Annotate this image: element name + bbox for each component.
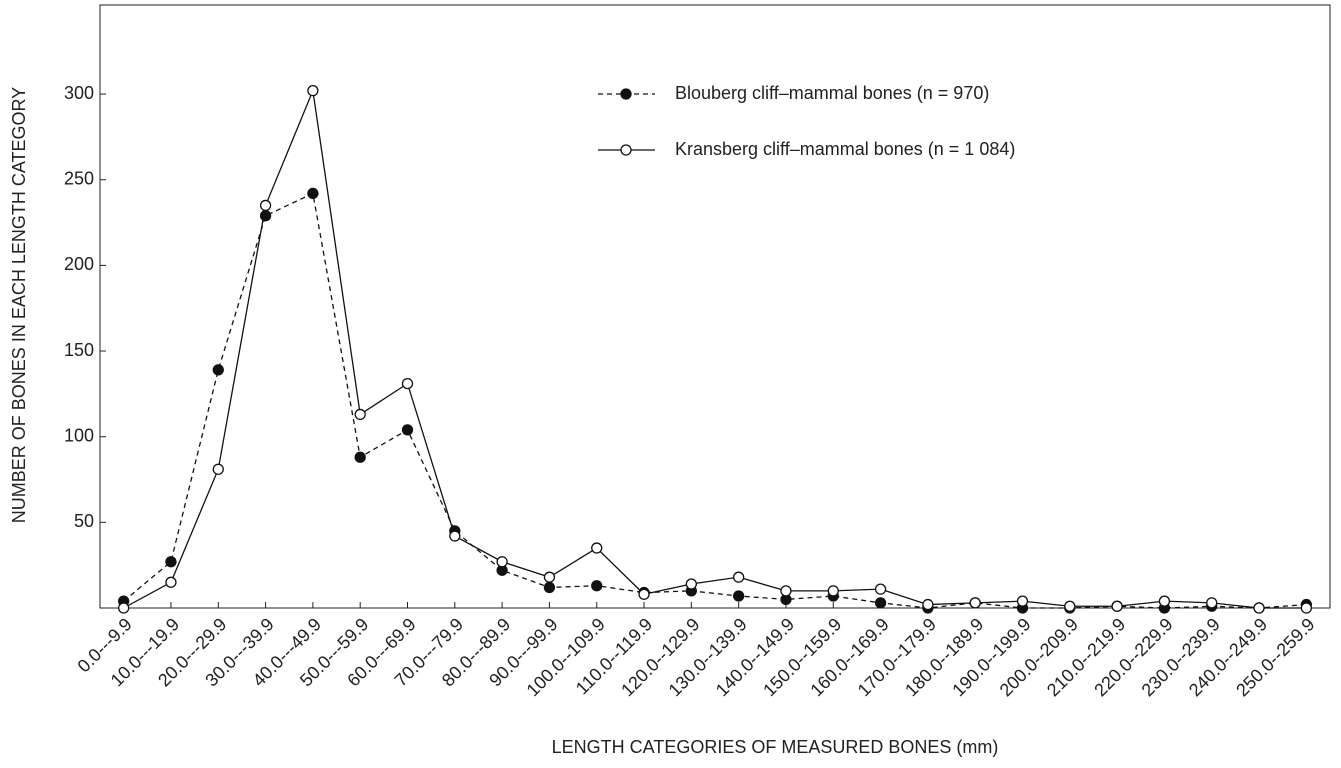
data-point [1253,602,1265,614]
data-point [354,451,366,463]
data-point [1016,595,1029,607]
data-point [259,199,272,212]
data-point [969,597,981,609]
data-point [733,590,745,602]
data-point [401,377,414,390]
y-tick-label: 200 [64,254,94,274]
data-point [307,85,319,97]
data-point [1064,600,1076,612]
data-point [591,542,603,554]
y-tick-label: 250 [64,168,94,188]
data-point [874,597,887,609]
data-point [1111,600,1123,612]
data-point [212,463,224,475]
data-point [543,581,556,594]
data-point [259,210,272,222]
y-tick-label: 150 [64,340,94,360]
data-point [212,364,224,376]
data-point [165,576,177,588]
data-point [1206,597,1218,609]
y-tick-label: 100 [64,425,94,445]
y-tick-label: 300 [64,83,94,103]
data-point [874,583,887,595]
data-point [354,408,366,421]
data-point [780,585,792,597]
data-point [591,580,603,592]
data-point [638,588,650,600]
data-point [685,578,697,590]
data-point [401,424,414,436]
data-point [1300,602,1312,614]
x-axis-label: LENGTH CATEGORIES OF MEASURED BONES (mm) [552,737,999,757]
data-point [496,556,508,568]
plot-frame [99,4,1331,609]
data-point [307,187,319,200]
data-point [827,585,839,597]
data-point [922,598,934,611]
legend-label: Kransberg cliff–mammal bones (n = 1 084) [675,139,1015,159]
data-point [165,556,177,568]
y-axis-label: NUMBER OF BONES IN EACH LENGTH CATEGORY [9,87,29,523]
series-line [123,88,1307,609]
series-line [123,192,1307,609]
legend-label: Blouberg cliff–mammal bones (n = 970) [675,83,989,103]
legend-marker [620,88,632,100]
data-point [1158,595,1171,607]
y-tick-label: 50 [74,511,94,531]
data-point [118,602,130,614]
data-point [449,530,461,542]
legend-marker [620,144,632,156]
data-point [733,571,745,583]
data-point [543,571,556,583]
